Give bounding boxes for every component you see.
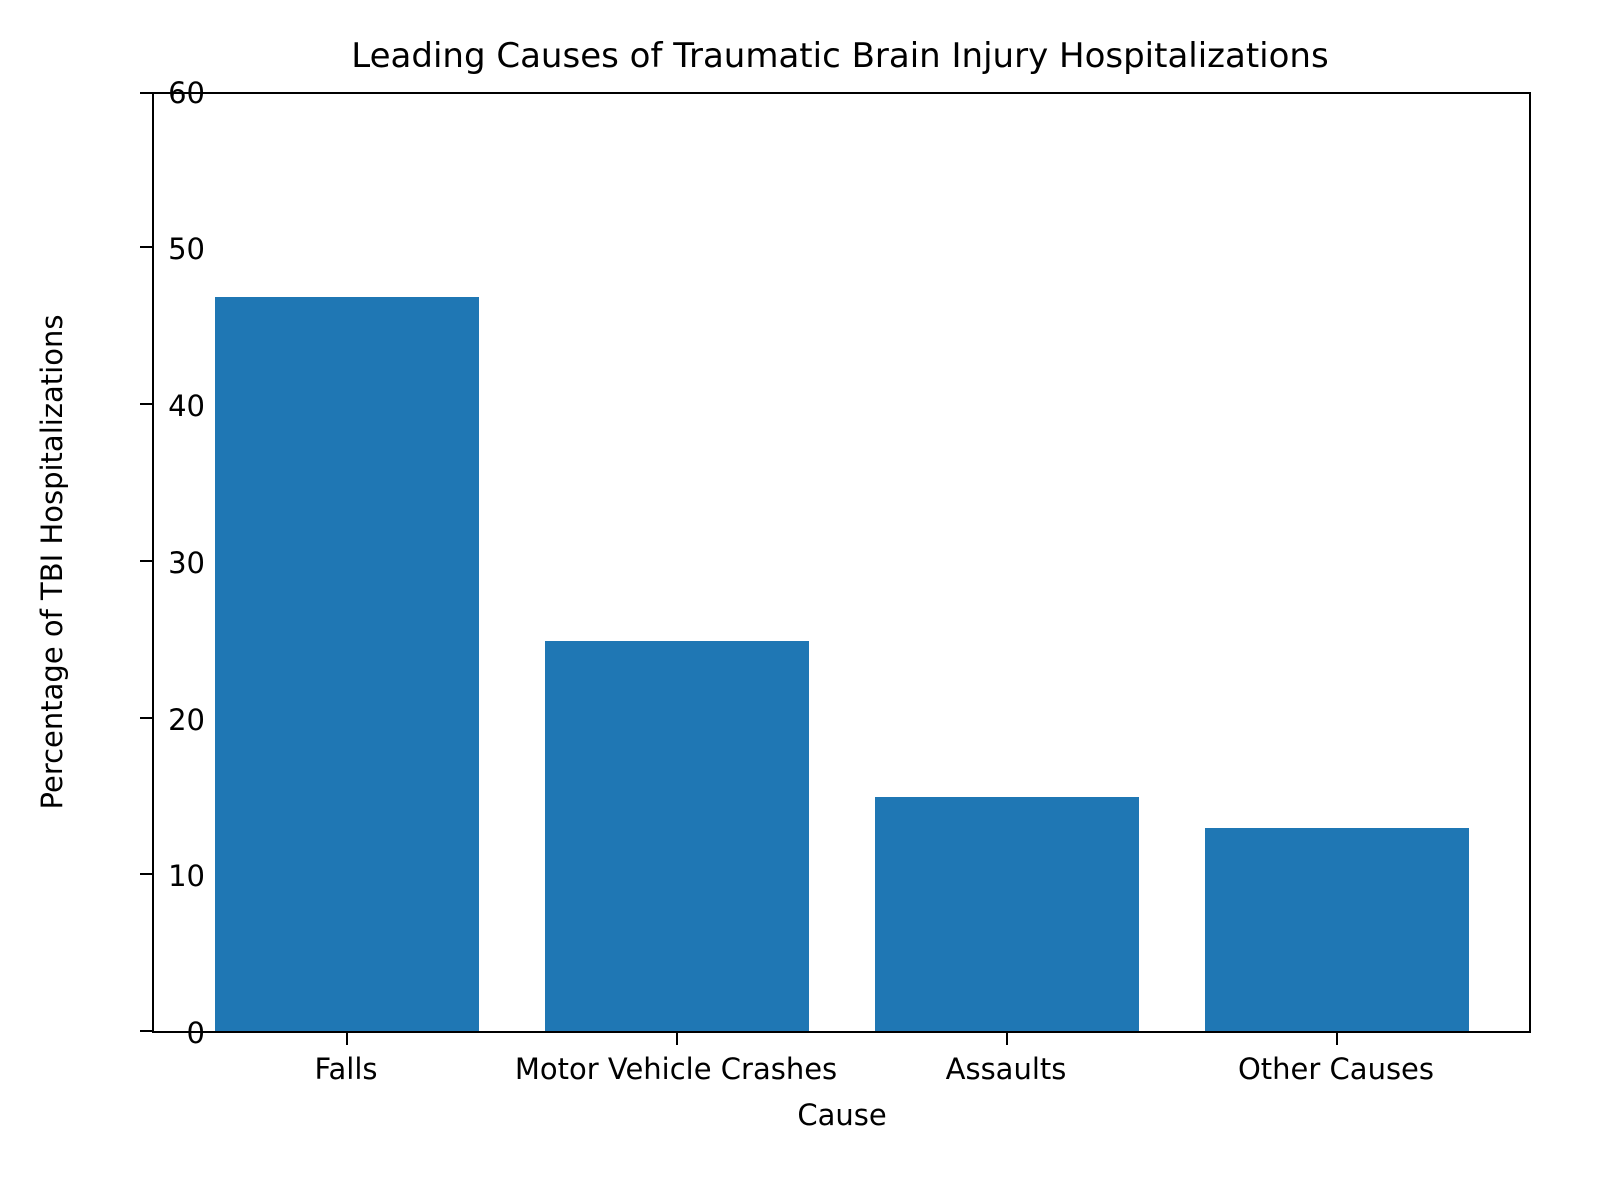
y-tick-40: [140, 403, 154, 405]
y-tick-label: 40: [168, 389, 205, 423]
y-tick-20: [140, 717, 154, 719]
plot-area: [140, 92, 1531, 1045]
chart-title: Leading Causes of Traumatic Brain Injury…: [351, 36, 1329, 76]
y-tick-0: [140, 1030, 154, 1032]
x-tick-motor-vehicle-crashes: [676, 1031, 678, 1045]
y-axis-title: Percentage of TBI Hospitalizations: [35, 314, 69, 810]
x-tick-falls: [346, 1031, 348, 1045]
y-tick-label: 60: [168, 76, 205, 110]
x-tick-label-other-causes: Other Causes: [1237, 1052, 1435, 1086]
x-tick-other-causes: [1336, 1031, 1338, 1045]
y-tick-60: [140, 92, 154, 94]
y-tick-label: 30: [168, 546, 205, 580]
bar-falls: [215, 297, 479, 1031]
y-tick-label: 50: [168, 232, 205, 266]
x-tick-assaults: [1006, 1031, 1008, 1045]
x-tick-label-assaults: Assaults: [945, 1052, 1067, 1086]
y-tick-label: 20: [168, 703, 205, 737]
y-tick-30: [140, 560, 154, 562]
bar-other-causes: [1205, 827, 1469, 1031]
y-tick-50: [140, 246, 154, 248]
bar-assaults: [875, 796, 1139, 1031]
bar-motor-vehicle-crashes: [545, 640, 809, 1031]
y-tick-label: 10: [168, 859, 205, 893]
x-tick-label-motor-vehicle-crashes: Motor Vehicle Crashes: [514, 1052, 838, 1086]
y-tick-10: [140, 873, 154, 875]
x-tick-label-falls: Falls: [314, 1052, 378, 1086]
y-tick-label: 0: [186, 1016, 205, 1050]
x-axis-title: Cause: [797, 1098, 887, 1132]
